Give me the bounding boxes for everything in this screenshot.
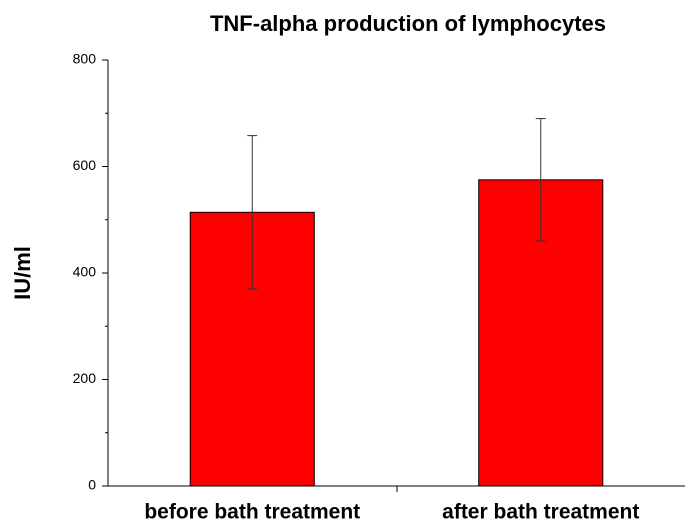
x-tick-label: before bath treatment	[144, 501, 360, 524]
y-tick-label: 800	[73, 51, 97, 67]
y-tick-label: 600	[73, 157, 97, 173]
y-tick-label: 400	[73, 264, 97, 280]
y-tick-label: 200	[73, 370, 97, 386]
chart-title: TNF-alpha production of lymphocytes	[210, 11, 606, 36]
y-tick-label: 0	[88, 477, 96, 493]
error-bar	[535, 118, 546, 242]
error-bar	[247, 135, 258, 290]
y-axis-label: IU/ml	[10, 246, 35, 300]
x-tick-label: after bath treatment	[442, 501, 639, 524]
